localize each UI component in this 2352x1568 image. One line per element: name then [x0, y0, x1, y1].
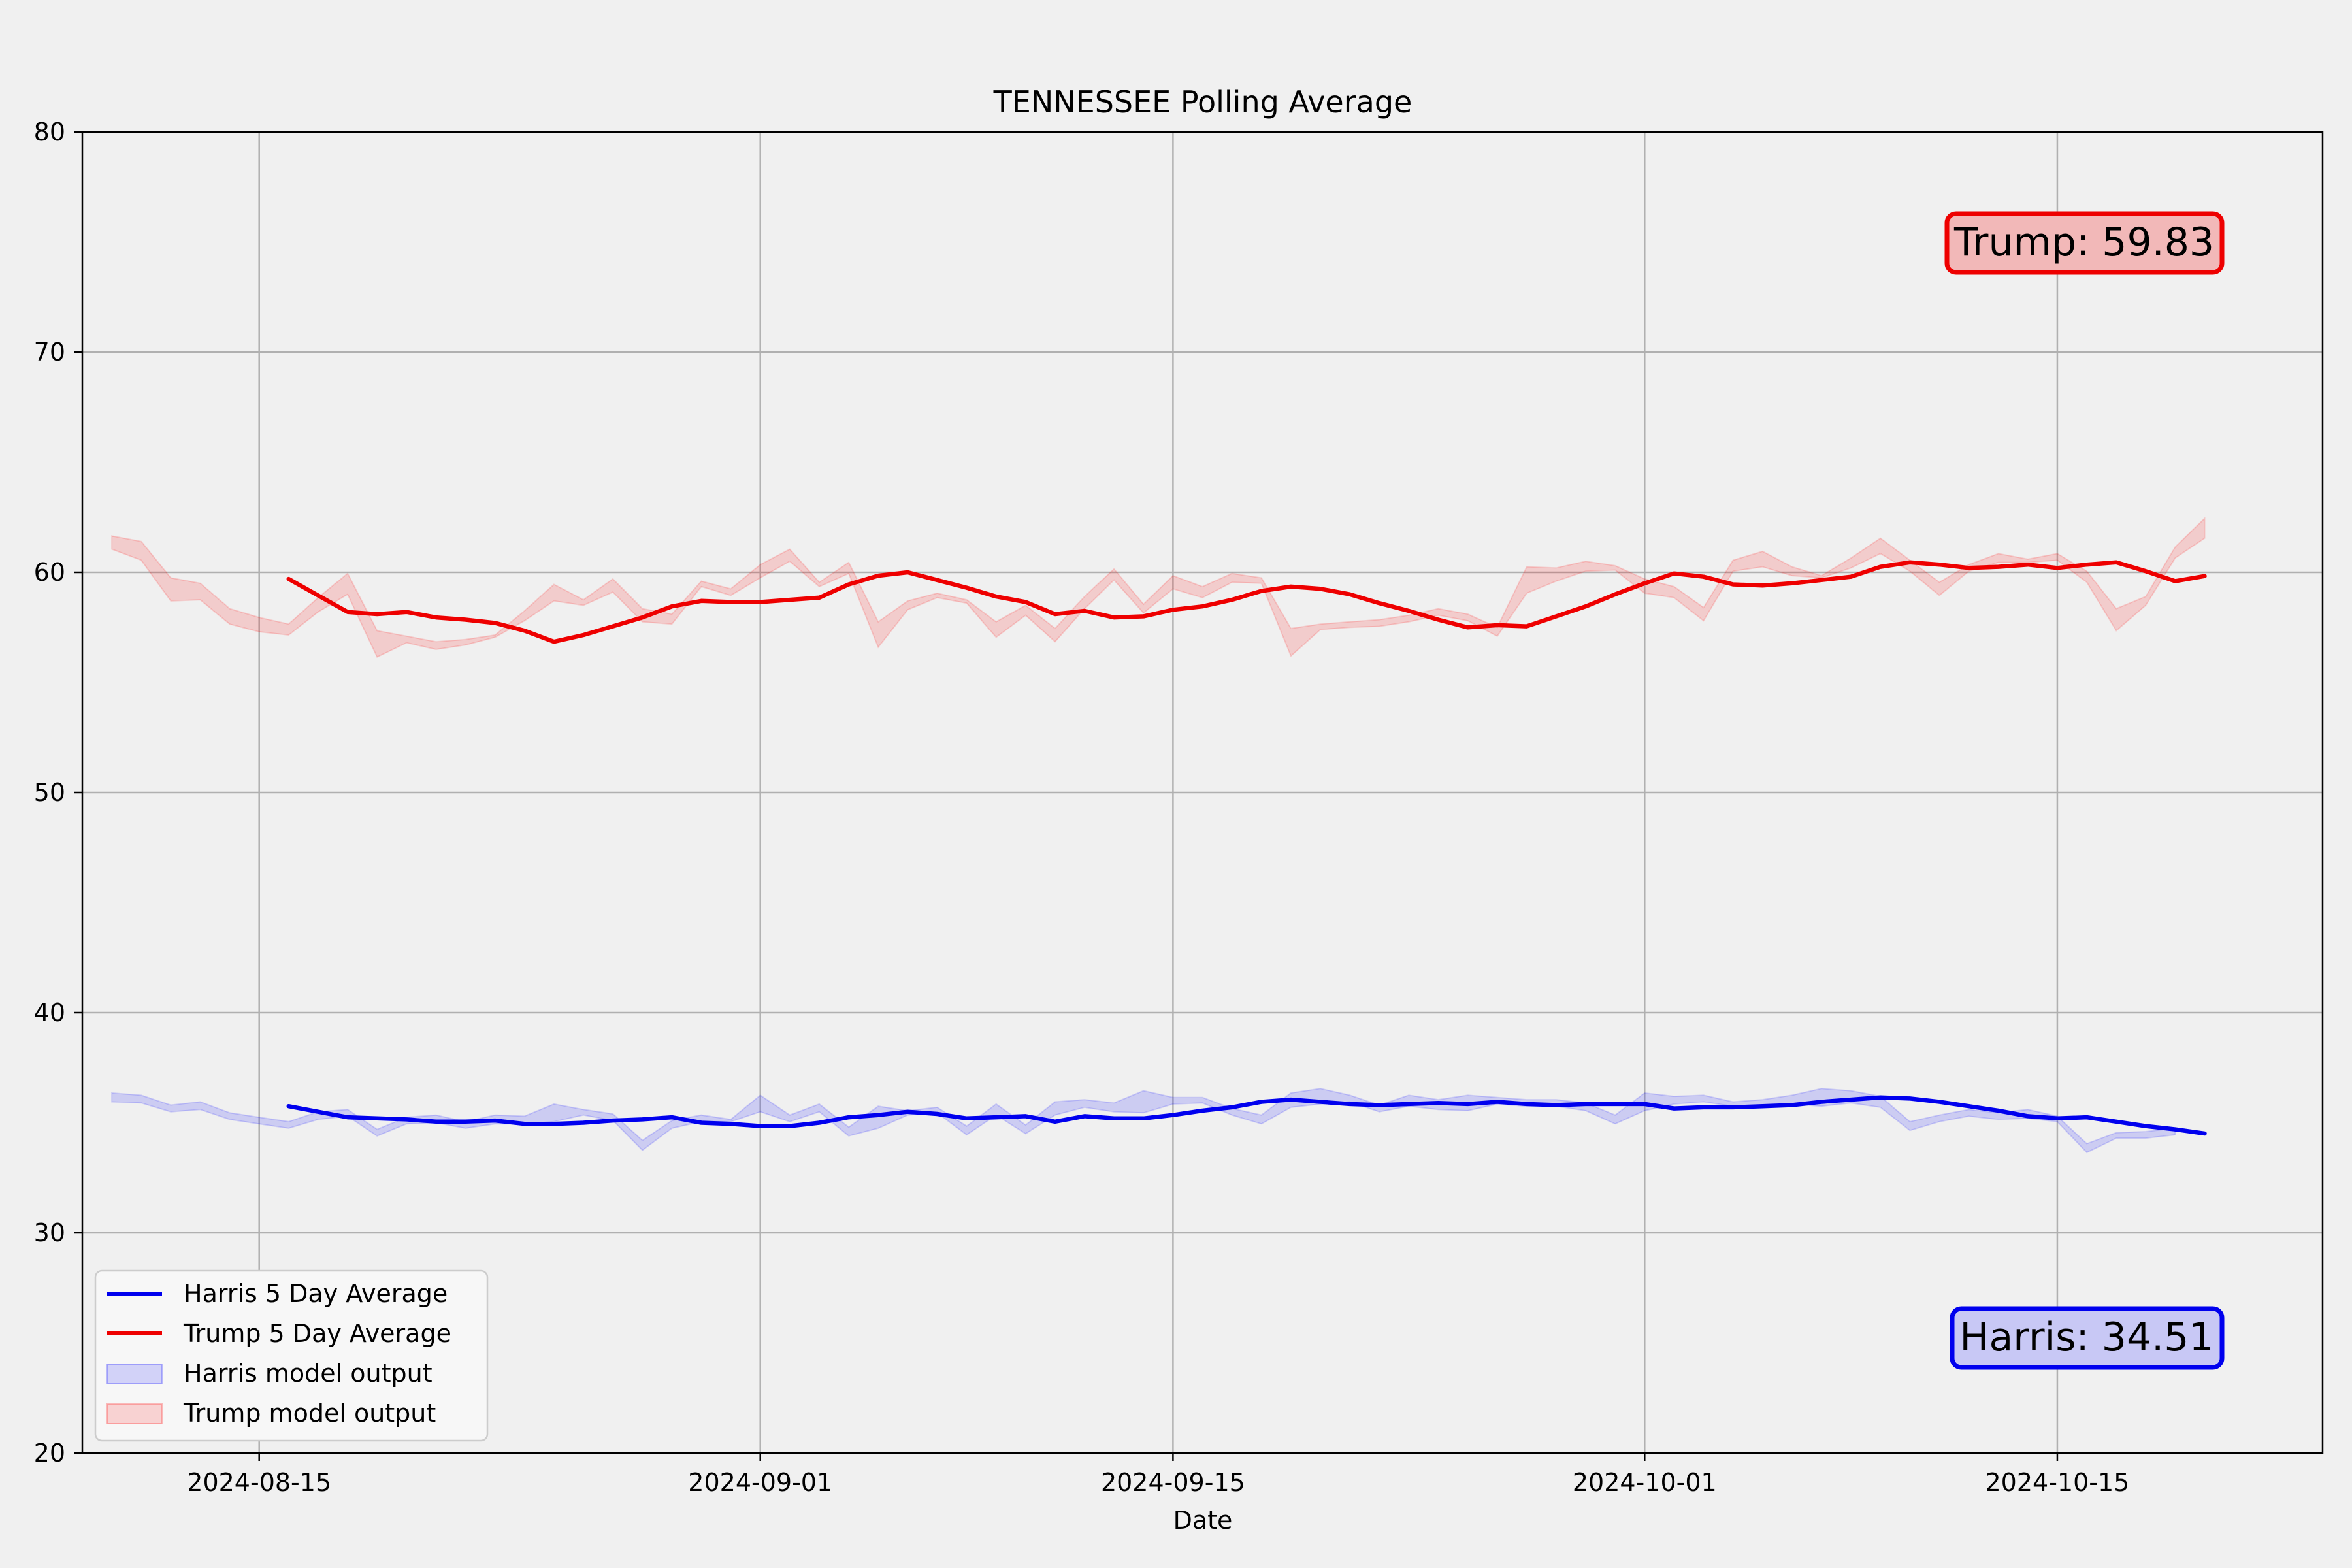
legend-harris-model: Harris model output [184, 1359, 433, 1388]
trump-average-line [286, 560, 2207, 644]
y-tick-label-20: 20 [34, 1439, 65, 1467]
trump-model-band [111, 517, 2206, 659]
legend-harris-average: Harris 5 Day Average [184, 1279, 448, 1308]
y-tick-label-70: 70 [34, 338, 65, 367]
harris-average-line [286, 1095, 2207, 1136]
x-tick-label-2024-10-15: 2024-10-15 [1985, 1468, 2130, 1497]
x-tick-label-2024-09-15: 2024-09-15 [1101, 1468, 1245, 1497]
x-axis-ticks: 2024-08-15 2024-09-01 2024-09-15 2024-10-01… [187, 1453, 2129, 1497]
average-lines [286, 560, 2207, 1136]
y-axis-ticks: 20 30 40 50 60 70 80 [34, 118, 82, 1467]
legend-trump-model: Trump model output [183, 1399, 436, 1428]
harris-annotation: Harris: 34.51 [1950, 1306, 2225, 1370]
x-tick-label-2024-10-01: 2024-10-01 [1573, 1468, 1717, 1497]
legend-trump-band-swatch [106, 1403, 163, 1424]
trump-annotation-text: Trump: 59.83 [1953, 220, 2214, 265]
x-tick-label-2024-08-15: 2024-08-15 [187, 1468, 331, 1497]
x-tick-label-2024-09-01: 2024-09-01 [688, 1468, 832, 1497]
y-tick-label-60: 60 [34, 558, 65, 587]
y-tick-label-80: 80 [34, 118, 65, 146]
y-tick-label-40: 40 [34, 998, 65, 1027]
y-tick-label-30: 30 [34, 1218, 65, 1247]
x-axis-label: Date [1173, 1506, 1233, 1535]
harris-annotation-text: Harris: 34.51 [1959, 1315, 2213, 1360]
legend-harris-band-swatch [106, 1364, 163, 1384]
y-tick-label-50: 50 [34, 778, 65, 807]
legend-box [94, 1269, 489, 1442]
trump-annotation-box [1944, 211, 2225, 275]
harris-annotation-box [1950, 1306, 2225, 1370]
legend: Harris 5 Day Average Trump 5 Day Average… [94, 1269, 489, 1442]
trump-annotation: Trump: 59.83 [1944, 211, 2225, 275]
legend-trump-average: Trump 5 Day Average [183, 1319, 451, 1348]
chart-title: TENNESSEE Polling Average [993, 84, 1413, 120]
